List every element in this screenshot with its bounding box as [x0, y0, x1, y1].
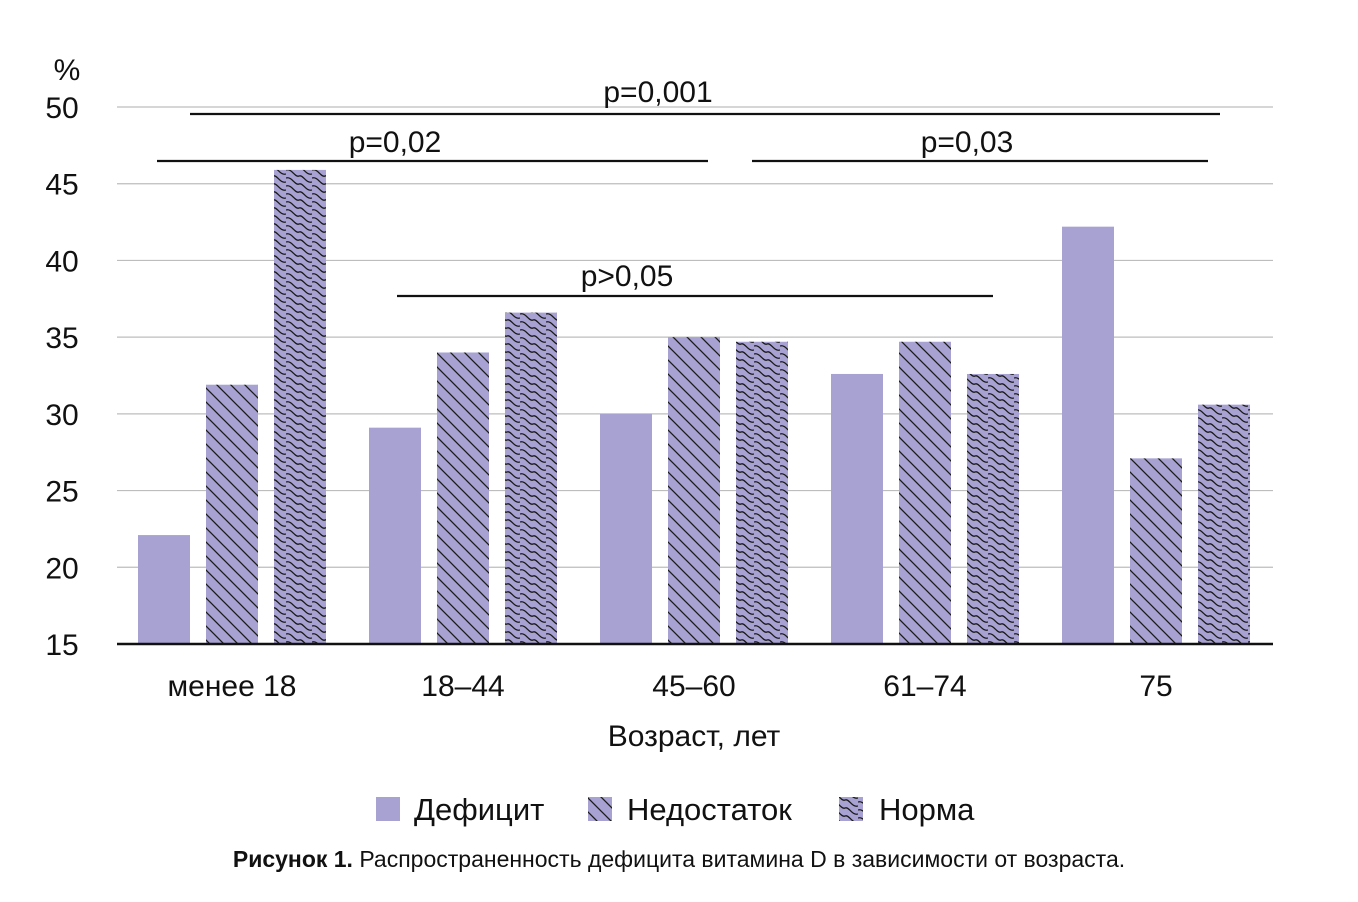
y-tick-label: 20 [45, 552, 78, 585]
bar-solid-4 [1062, 226, 1114, 644]
bar-wavy-3 [967, 373, 1019, 644]
x-tick-label: 75 [1139, 670, 1172, 703]
bar-wavy-2 [736, 341, 788, 644]
x-axis-title: Возраст, лет [608, 720, 781, 753]
y-tick-label: 50 [45, 92, 78, 125]
y-axis-label: % [54, 54, 81, 87]
y-tick-label: 45 [45, 169, 78, 202]
significance-label: p>0,05 [581, 260, 674, 293]
legend: Дефицит Недостаток Норма [376, 792, 975, 827]
legend-swatch-wavy [839, 797, 863, 821]
x-tick-label: 18–44 [421, 670, 504, 703]
bar-diagonal-2 [668, 337, 720, 644]
bar-diagonal-0 [206, 384, 258, 644]
bar-solid-0 [138, 535, 190, 644]
caption-text: Распространенность дефицита витамина D в… [352, 846, 1126, 872]
bar-solid-3 [831, 373, 883, 644]
x-tick-label: 61–74 [883, 670, 966, 703]
x-tick-labels: менее 18 18–44 45–60 61–74 75 [168, 670, 1173, 703]
significance-label: p=0,02 [349, 126, 442, 159]
bar-chart: 15 20 25 30 35 40 45 50 % менее 18 18–44 45–60 61–… [45, 54, 1273, 827]
bar-wavy-1 [505, 312, 557, 644]
bar-solid-1 [369, 427, 421, 644]
significance-brackets: p=0,001 p=0,02 p=0,03 p>0,05 [157, 76, 1220, 298]
bar-solid-2 [600, 413, 652, 644]
bar-wavy-4 [1198, 404, 1250, 644]
bar-wavy-0 [274, 169, 326, 645]
bar-diagonal-4 [1130, 458, 1182, 644]
legend-label: Норма [879, 792, 975, 827]
y-tick-label: 30 [45, 399, 78, 432]
y-tick-label: 35 [45, 322, 78, 355]
legend-swatch-solid [376, 797, 400, 821]
figure-caption: Рисунок 1. Распространенность дефицита в… [0, 846, 1358, 873]
significance-label: p=0,03 [921, 126, 1014, 159]
y-tick-label: 40 [45, 245, 78, 278]
significance-label: p=0,001 [603, 76, 712, 109]
bar-diagonal-3 [899, 341, 951, 644]
caption-label: Рисунок 1. [232, 846, 353, 872]
bar-diagonal-1 [437, 352, 489, 644]
x-tick-label: 45–60 [652, 670, 735, 703]
legend-label: Дефицит [414, 792, 544, 827]
y-tick-label: 15 [45, 629, 78, 662]
legend-label: Недостаток [627, 792, 792, 827]
bars [138, 169, 1250, 645]
x-tick-label: менее 18 [168, 670, 297, 703]
y-tick-labels: 15 20 25 30 35 40 45 50 [45, 92, 78, 662]
legend-swatch-diagonal [588, 797, 612, 821]
y-tick-label: 25 [45, 476, 78, 509]
